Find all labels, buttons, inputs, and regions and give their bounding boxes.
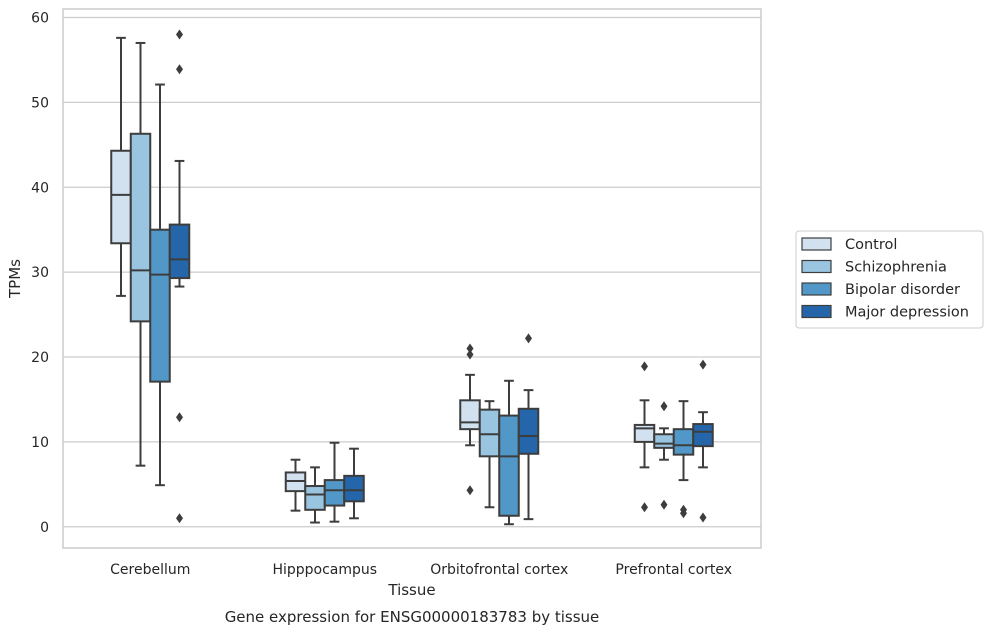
box-iqr (517, 407, 540, 455)
box-iqr (129, 132, 152, 323)
legend-label: Major depression (845, 305, 969, 321)
box-series (110, 29, 714, 526)
box-iqr (323, 479, 346, 507)
x-tick-label: Orbitofrontal cortex (430, 562, 568, 578)
box-iqr (498, 414, 520, 517)
box-3-2 (672, 400, 695, 519)
outlier-point (176, 412, 183, 423)
box-iqr (343, 474, 365, 503)
y-axis-title: TPMs (6, 259, 24, 299)
box-iqr (304, 485, 326, 511)
outlier-point (176, 29, 183, 40)
outlier-point (660, 499, 668, 510)
box-iqr (110, 149, 132, 245)
box-1-1 (304, 466, 326, 524)
x-tick-labels: Cerebellum Hipppocampus Orbitofrontal cort… (110, 562, 732, 578)
outlier-point (466, 343, 474, 354)
y-tick-label: 10 (31, 435, 49, 451)
box-0-1 (129, 41, 152, 467)
y-tick-labels: 0 10 20 30 40 50 60 (31, 10, 49, 535)
box-3-3 (692, 359, 714, 523)
box-1-3 (343, 447, 365, 520)
box-iqr (459, 399, 481, 431)
plot-frame (62, 8, 762, 549)
box-1-2 (323, 441, 346, 523)
x-axis-title: Tissue (387, 581, 435, 599)
x-tick-label: Prefrontal cortex (615, 562, 732, 578)
legend: Control Schizophrenia Bipolar disorder Majo… (795, 230, 984, 329)
x-tick-label: Cerebellum (110, 562, 190, 578)
box-2-2 (498, 379, 520, 526)
outlier-point (699, 359, 707, 370)
box-iqr (653, 433, 675, 449)
box-0-2 (149, 83, 171, 487)
outlier-point (525, 333, 532, 344)
y-tick-label: 0 (40, 520, 49, 536)
legend-frame (795, 230, 984, 329)
box-1-0 (284, 458, 307, 512)
legend-swatch (801, 237, 832, 251)
y-tick-label: 50 (31, 95, 49, 111)
box-0-3 (168, 29, 191, 524)
legend-swatch (801, 282, 832, 296)
outlier-point (641, 502, 648, 513)
y-tick-label: 30 (31, 265, 49, 281)
y-tick-label: 20 (31, 350, 49, 366)
box-2-1 (478, 400, 501, 509)
x-tick-label: Hipppocampus (272, 562, 377, 578)
box-2-0 (459, 343, 481, 496)
y-tick-label: 60 (31, 10, 49, 26)
chart-caption: Gene expression for ENSG00000183783 by t… (225, 608, 600, 626)
legend-swatch (801, 259, 832, 274)
outlier-point (176, 513, 183, 524)
box-iqr (692, 423, 714, 448)
outlier-point (699, 512, 707, 523)
box-iqr (149, 228, 171, 383)
y-tick-label: 40 (31, 180, 49, 196)
box-0-0 (110, 36, 132, 297)
box-iqr (478, 408, 501, 458)
outlier-point (466, 349, 474, 360)
outlier-point (660, 401, 668, 412)
outlier-point (641, 361, 648, 372)
box-iqr (168, 223, 191, 280)
outlier-point (680, 504, 687, 515)
box-2-3 (517, 333, 540, 521)
legend-label: Bipolar disorder (845, 282, 960, 298)
box-iqr (672, 428, 695, 456)
box-3-0 (633, 361, 656, 513)
legend-swatch (801, 304, 832, 319)
outlier-point (176, 64, 183, 75)
outlier-point (466, 485, 474, 496)
legend-label: Control (845, 237, 897, 253)
box-3-1 (653, 401, 675, 510)
legend-label: Schizophrenia (845, 260, 947, 276)
